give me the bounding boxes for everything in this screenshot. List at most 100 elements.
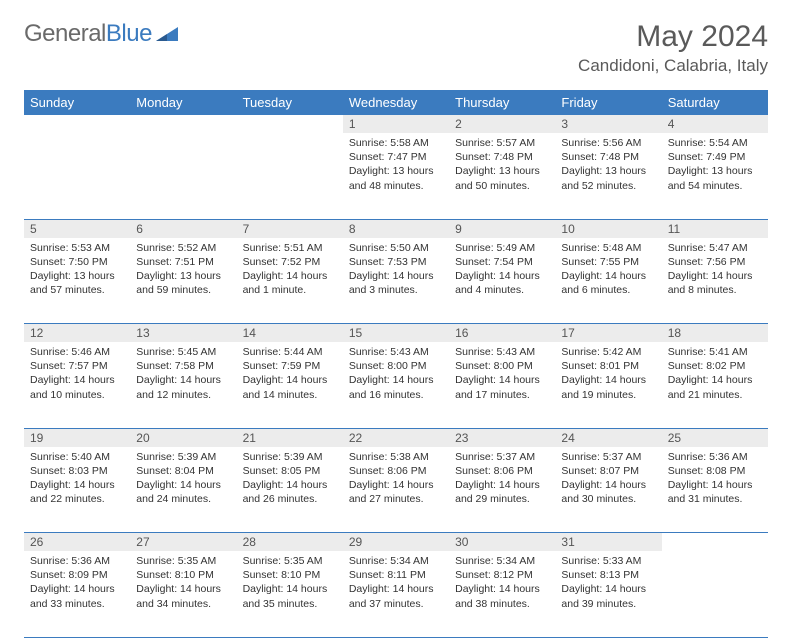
day-cell: Sunrise: 5:51 AMSunset: 7:52 PMDaylight:… xyxy=(237,238,343,324)
day-number: 15 xyxy=(343,324,449,343)
day-detail: Sunrise: 5:38 AMSunset: 8:06 PMDaylight:… xyxy=(343,447,449,511)
day-cell: Sunrise: 5:56 AMSunset: 7:48 PMDaylight:… xyxy=(555,133,661,219)
day-cell: Sunrise: 5:34 AMSunset: 8:12 PMDaylight:… xyxy=(449,551,555,637)
day-cell: Sunrise: 5:43 AMSunset: 8:00 PMDaylight:… xyxy=(343,342,449,428)
day-detail: Sunrise: 5:42 AMSunset: 8:01 PMDaylight:… xyxy=(555,342,661,406)
day-header: Sunday xyxy=(24,90,130,115)
day-cell: Sunrise: 5:37 AMSunset: 8:07 PMDaylight:… xyxy=(555,447,661,533)
day-header: Tuesday xyxy=(237,90,343,115)
header: GeneralBlue May 2024 Candidoni, Calabria… xyxy=(0,0,792,84)
day-cell: Sunrise: 5:48 AMSunset: 7:55 PMDaylight:… xyxy=(555,238,661,324)
day-cell: Sunrise: 5:33 AMSunset: 8:13 PMDaylight:… xyxy=(555,551,661,637)
day-content-row: Sunrise: 5:58 AMSunset: 7:47 PMDaylight:… xyxy=(24,133,768,219)
day-number: 4 xyxy=(662,115,768,133)
day-number-row: 1234 xyxy=(24,115,768,133)
day-cell: Sunrise: 5:41 AMSunset: 8:02 PMDaylight:… xyxy=(662,342,768,428)
day-detail: Sunrise: 5:34 AMSunset: 8:12 PMDaylight:… xyxy=(449,551,555,615)
day-detail: Sunrise: 5:50 AMSunset: 7:53 PMDaylight:… xyxy=(343,238,449,302)
day-number: 23 xyxy=(449,428,555,447)
day-cell: Sunrise: 5:35 AMSunset: 8:10 PMDaylight:… xyxy=(130,551,236,637)
day-detail: Sunrise: 5:46 AMSunset: 7:57 PMDaylight:… xyxy=(24,342,130,406)
day-cell: Sunrise: 5:46 AMSunset: 7:57 PMDaylight:… xyxy=(24,342,130,428)
day-number xyxy=(24,115,130,133)
day-cell: Sunrise: 5:49 AMSunset: 7:54 PMDaylight:… xyxy=(449,238,555,324)
day-detail: Sunrise: 5:43 AMSunset: 8:00 PMDaylight:… xyxy=(449,342,555,406)
title-block: May 2024 Candidoni, Calabria, Italy xyxy=(578,20,768,76)
day-content-row: Sunrise: 5:46 AMSunset: 7:57 PMDaylight:… xyxy=(24,342,768,428)
day-detail: Sunrise: 5:53 AMSunset: 7:50 PMDaylight:… xyxy=(24,238,130,302)
logo-text: GeneralBlue xyxy=(24,20,152,48)
month-title: May 2024 xyxy=(578,20,768,54)
day-detail: Sunrise: 5:37 AMSunset: 8:07 PMDaylight:… xyxy=(555,447,661,511)
day-detail: Sunrise: 5:40 AMSunset: 8:03 PMDaylight:… xyxy=(24,447,130,511)
day-detail: Sunrise: 5:41 AMSunset: 8:02 PMDaylight:… xyxy=(662,342,768,406)
day-cell: Sunrise: 5:37 AMSunset: 8:06 PMDaylight:… xyxy=(449,447,555,533)
day-detail: Sunrise: 5:44 AMSunset: 7:59 PMDaylight:… xyxy=(237,342,343,406)
day-detail: Sunrise: 5:33 AMSunset: 8:13 PMDaylight:… xyxy=(555,551,661,615)
day-cell xyxy=(24,133,130,219)
day-cell xyxy=(662,551,768,637)
day-detail: Sunrise: 5:37 AMSunset: 8:06 PMDaylight:… xyxy=(449,447,555,511)
day-cell xyxy=(237,133,343,219)
day-cell: Sunrise: 5:50 AMSunset: 7:53 PMDaylight:… xyxy=(343,238,449,324)
day-number xyxy=(662,533,768,552)
day-number: 9 xyxy=(449,219,555,238)
logo: GeneralBlue xyxy=(24,20,178,48)
day-cell: Sunrise: 5:39 AMSunset: 8:04 PMDaylight:… xyxy=(130,447,236,533)
day-cell: Sunrise: 5:35 AMSunset: 8:10 PMDaylight:… xyxy=(237,551,343,637)
day-number xyxy=(130,115,236,133)
day-number: 21 xyxy=(237,428,343,447)
day-number: 7 xyxy=(237,219,343,238)
day-detail: Sunrise: 5:36 AMSunset: 8:08 PMDaylight:… xyxy=(662,447,768,511)
day-detail: Sunrise: 5:36 AMSunset: 8:09 PMDaylight:… xyxy=(24,551,130,615)
day-number: 5 xyxy=(24,219,130,238)
day-detail: Sunrise: 5:43 AMSunset: 8:00 PMDaylight:… xyxy=(343,342,449,406)
day-number: 3 xyxy=(555,115,661,133)
day-number: 24 xyxy=(555,428,661,447)
day-number: 31 xyxy=(555,533,661,552)
day-cell: Sunrise: 5:58 AMSunset: 7:47 PMDaylight:… xyxy=(343,133,449,219)
day-cell: Sunrise: 5:44 AMSunset: 7:59 PMDaylight:… xyxy=(237,342,343,428)
day-detail: Sunrise: 5:47 AMSunset: 7:56 PMDaylight:… xyxy=(662,238,768,302)
day-cell: Sunrise: 5:36 AMSunset: 8:08 PMDaylight:… xyxy=(662,447,768,533)
day-number: 13 xyxy=(130,324,236,343)
day-number: 26 xyxy=(24,533,130,552)
logo-triangle-icon xyxy=(156,25,178,43)
day-detail: Sunrise: 5:35 AMSunset: 8:10 PMDaylight:… xyxy=(237,551,343,615)
day-number: 18 xyxy=(662,324,768,343)
day-header: Wednesday xyxy=(343,90,449,115)
day-number: 29 xyxy=(343,533,449,552)
day-number: 8 xyxy=(343,219,449,238)
day-detail: Sunrise: 5:57 AMSunset: 7:48 PMDaylight:… xyxy=(449,133,555,197)
day-cell: Sunrise: 5:40 AMSunset: 8:03 PMDaylight:… xyxy=(24,447,130,533)
day-cell: Sunrise: 5:52 AMSunset: 7:51 PMDaylight:… xyxy=(130,238,236,324)
day-cell: Sunrise: 5:34 AMSunset: 8:11 PMDaylight:… xyxy=(343,551,449,637)
day-number-row: 19202122232425 xyxy=(24,428,768,447)
day-cell: Sunrise: 5:38 AMSunset: 8:06 PMDaylight:… xyxy=(343,447,449,533)
day-number: 30 xyxy=(449,533,555,552)
day-number: 20 xyxy=(130,428,236,447)
day-detail: Sunrise: 5:39 AMSunset: 8:05 PMDaylight:… xyxy=(237,447,343,511)
day-detail: Sunrise: 5:54 AMSunset: 7:49 PMDaylight:… xyxy=(662,133,768,197)
day-cell: Sunrise: 5:47 AMSunset: 7:56 PMDaylight:… xyxy=(662,238,768,324)
day-number: 17 xyxy=(555,324,661,343)
day-detail: Sunrise: 5:39 AMSunset: 8:04 PMDaylight:… xyxy=(130,447,236,511)
day-header: Saturday xyxy=(662,90,768,115)
day-content-row: Sunrise: 5:40 AMSunset: 8:03 PMDaylight:… xyxy=(24,447,768,533)
day-number: 14 xyxy=(237,324,343,343)
logo-part2: Blue xyxy=(106,20,152,47)
day-number: 19 xyxy=(24,428,130,447)
day-cell: Sunrise: 5:57 AMSunset: 7:48 PMDaylight:… xyxy=(449,133,555,219)
day-number: 27 xyxy=(130,533,236,552)
day-cell: Sunrise: 5:54 AMSunset: 7:49 PMDaylight:… xyxy=(662,133,768,219)
day-number: 2 xyxy=(449,115,555,133)
day-content-row: Sunrise: 5:53 AMSunset: 7:50 PMDaylight:… xyxy=(24,238,768,324)
day-detail: Sunrise: 5:49 AMSunset: 7:54 PMDaylight:… xyxy=(449,238,555,302)
logo-part1: General xyxy=(24,20,106,47)
day-number: 11 xyxy=(662,219,768,238)
day-number: 25 xyxy=(662,428,768,447)
day-number-row: 262728293031 xyxy=(24,533,768,552)
day-detail: Sunrise: 5:34 AMSunset: 8:11 PMDaylight:… xyxy=(343,551,449,615)
day-number-row: 12131415161718 xyxy=(24,324,768,343)
day-number: 6 xyxy=(130,219,236,238)
